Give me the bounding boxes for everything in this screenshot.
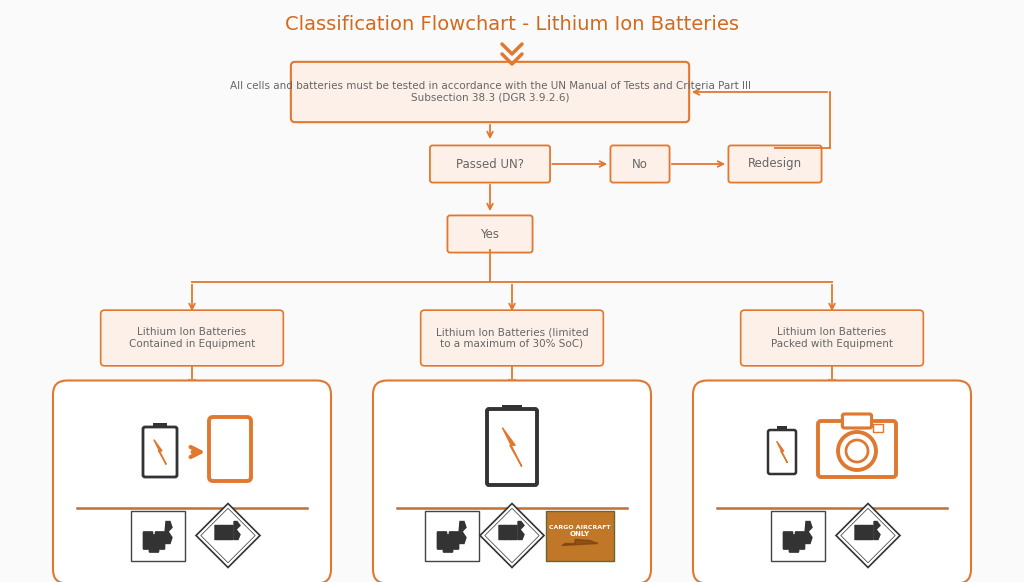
FancyBboxPatch shape — [214, 525, 221, 540]
Text: Redesign: Redesign — [748, 158, 802, 171]
FancyBboxPatch shape — [776, 426, 787, 432]
FancyBboxPatch shape — [220, 525, 227, 540]
FancyBboxPatch shape — [53, 381, 331, 582]
FancyBboxPatch shape — [860, 525, 867, 540]
Text: ONLY: ONLY — [570, 531, 590, 538]
FancyBboxPatch shape — [854, 525, 861, 540]
FancyBboxPatch shape — [843, 414, 871, 428]
FancyBboxPatch shape — [610, 146, 670, 183]
Circle shape — [846, 440, 868, 462]
FancyBboxPatch shape — [449, 531, 459, 549]
FancyBboxPatch shape — [499, 525, 506, 540]
FancyBboxPatch shape — [437, 531, 447, 549]
FancyBboxPatch shape — [421, 310, 603, 366]
Bar — [771, 510, 825, 560]
Polygon shape — [562, 540, 598, 545]
FancyBboxPatch shape — [291, 62, 689, 122]
Text: Lithium Ion Batteries
Packed with Equipment: Lithium Ion Batteries Packed with Equipm… — [771, 327, 893, 349]
FancyBboxPatch shape — [100, 310, 284, 366]
FancyBboxPatch shape — [226, 525, 233, 540]
Text: Lithium Ion Batteries
Contained in Equipment: Lithium Ion Batteries Contained in Equip… — [129, 327, 255, 349]
FancyBboxPatch shape — [873, 424, 883, 432]
FancyBboxPatch shape — [795, 531, 805, 549]
Polygon shape — [836, 503, 900, 567]
Text: No: No — [632, 158, 648, 171]
Polygon shape — [484, 508, 540, 563]
Polygon shape — [201, 508, 255, 563]
Polygon shape — [234, 521, 240, 540]
Polygon shape — [518, 521, 524, 540]
Bar — [131, 510, 185, 560]
Polygon shape — [874, 521, 880, 540]
Text: Lithium Ion Batteries (limited
to a maximum of 30% SoC): Lithium Ion Batteries (limited to a maxi… — [435, 327, 589, 349]
Polygon shape — [841, 508, 895, 563]
FancyBboxPatch shape — [143, 427, 177, 477]
Polygon shape — [196, 503, 260, 567]
FancyBboxPatch shape — [447, 215, 532, 253]
FancyBboxPatch shape — [693, 381, 971, 582]
Polygon shape — [480, 503, 544, 567]
FancyBboxPatch shape — [783, 531, 793, 549]
FancyBboxPatch shape — [209, 417, 251, 481]
Text: Yes: Yes — [480, 228, 500, 240]
Polygon shape — [154, 439, 166, 464]
FancyBboxPatch shape — [866, 525, 873, 540]
FancyBboxPatch shape — [150, 534, 159, 552]
FancyBboxPatch shape — [443, 534, 453, 552]
FancyBboxPatch shape — [728, 146, 821, 183]
Polygon shape — [458, 521, 466, 544]
Text: Passed UN?: Passed UN? — [456, 158, 524, 171]
Polygon shape — [776, 441, 787, 463]
FancyBboxPatch shape — [511, 525, 517, 540]
Bar — [425, 510, 479, 560]
FancyBboxPatch shape — [155, 531, 165, 549]
FancyBboxPatch shape — [154, 423, 167, 429]
FancyBboxPatch shape — [373, 381, 651, 582]
FancyBboxPatch shape — [768, 430, 796, 474]
Bar — [546, 510, 614, 560]
FancyBboxPatch shape — [505, 525, 512, 540]
Circle shape — [838, 432, 876, 470]
FancyBboxPatch shape — [502, 405, 522, 411]
Polygon shape — [503, 428, 521, 466]
Text: All cells and batteries must be tested in accordance with the UN Manual of Tests: All cells and batteries must be tested i… — [229, 81, 751, 103]
FancyBboxPatch shape — [790, 534, 799, 552]
Text: Classification Flowchart - Lithium Ion Batteries: Classification Flowchart - Lithium Ion B… — [285, 15, 739, 34]
FancyBboxPatch shape — [487, 409, 537, 485]
FancyBboxPatch shape — [430, 146, 550, 183]
FancyBboxPatch shape — [818, 421, 896, 477]
Polygon shape — [164, 521, 172, 544]
Text: CARGO AIRCRAFT: CARGO AIRCRAFT — [549, 525, 610, 530]
Polygon shape — [804, 521, 812, 544]
FancyBboxPatch shape — [143, 531, 153, 549]
FancyBboxPatch shape — [740, 310, 924, 366]
